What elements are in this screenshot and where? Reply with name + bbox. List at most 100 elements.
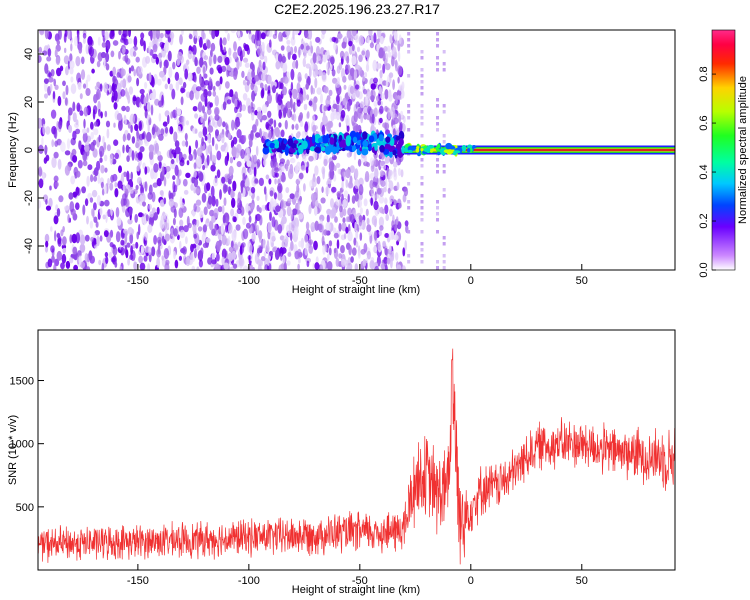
noise-speck (354, 192, 359, 202)
noise-speck (369, 233, 373, 244)
echo-speck (420, 148, 424, 152)
noise-speck (152, 182, 158, 188)
noise-speck (123, 171, 127, 178)
noise-speck (131, 228, 135, 235)
noise-speck (172, 217, 176, 226)
noise-speck (156, 248, 162, 258)
noise-speck (335, 257, 340, 267)
noise-speck (207, 125, 214, 133)
noise-speck (221, 65, 227, 73)
noise-speck (436, 206, 440, 210)
noise-speck (305, 83, 309, 90)
noise-speck (139, 38, 144, 47)
noise-speck (312, 124, 317, 133)
noise-speck (57, 95, 62, 107)
noise-speck (272, 85, 276, 94)
noise-speck (387, 51, 392, 58)
noise-speck (329, 37, 333, 43)
noise-speck (363, 161, 369, 167)
noise-speck (341, 180, 344, 190)
y-tick-label: 1500 (10, 376, 34, 388)
noise-speck (135, 184, 139, 190)
noise-speck (125, 144, 130, 153)
noise-speck (72, 112, 77, 123)
noise-speck (43, 78, 49, 84)
noise-speck (54, 230, 57, 242)
spectrogram-y-axis-label: Frequency (Hz) (7, 112, 19, 188)
noise-speck (74, 36, 78, 47)
noise-speck (299, 112, 303, 121)
noise-speck (232, 263, 238, 269)
noise-speck (156, 206, 160, 215)
echo-speck (378, 134, 384, 142)
noise-speck (260, 32, 266, 40)
noise-speck (173, 131, 177, 143)
noise-speck (240, 243, 245, 254)
noise-speck (70, 43, 73, 52)
noise-speck (138, 212, 144, 218)
noise-speck (68, 192, 74, 200)
noise-speck (379, 206, 384, 214)
noise-speck (227, 132, 231, 140)
noise-speck (207, 144, 213, 155)
noise-speck (442, 164, 446, 168)
noise-speck (273, 167, 280, 173)
noise-speck (102, 214, 106, 220)
noise-speck (321, 30, 327, 35)
noise-speck (179, 196, 183, 207)
noise-speck (399, 121, 403, 131)
noise-speck (233, 71, 238, 80)
noise-speck (187, 50, 193, 60)
noise-speck (53, 151, 59, 159)
noise-speck (234, 98, 238, 108)
noise-speck (71, 148, 77, 156)
x-tick-label: 50 (576, 275, 588, 287)
noise-speck (353, 69, 357, 80)
noise-speck (139, 146, 145, 153)
noise-speck (146, 131, 152, 142)
noise-speck (385, 63, 391, 71)
noise-speck (303, 103, 308, 111)
noise-speck (146, 101, 151, 112)
noise-speck (347, 193, 350, 203)
spectrogram-y-ticks: -40 -20 0 20 40 (23, 48, 44, 254)
noise-speck (97, 36, 101, 46)
noise-speck (212, 178, 219, 187)
noise-speck (189, 90, 194, 101)
noise-speck (129, 232, 134, 244)
noise-speck (420, 92, 424, 96)
noise-speck (442, 104, 446, 108)
echo-speck (321, 142, 325, 147)
echo-speck (440, 148, 447, 156)
noise-speck (231, 119, 235, 131)
noise-speck (146, 114, 151, 120)
noise-speck (317, 223, 323, 231)
noise-speck (181, 30, 184, 36)
noise-speck (250, 186, 256, 194)
noise-speck (51, 139, 55, 148)
noise-speck (404, 240, 408, 251)
noise-speck (200, 115, 204, 124)
noise-speck (257, 46, 263, 57)
noise-speck (181, 157, 185, 163)
noise-speck (335, 162, 341, 168)
echo-speck (262, 146, 270, 155)
noise-speck (230, 30, 236, 34)
noise-speck (436, 98, 440, 102)
noise-speck (377, 240, 381, 251)
noise-speck (286, 205, 292, 217)
noise-speck (209, 220, 214, 231)
echo-speck (467, 148, 471, 153)
noise-speck (312, 101, 317, 112)
noise-speck (389, 195, 395, 203)
noise-speck (296, 99, 301, 107)
noise-speck (367, 35, 370, 44)
noise-speck (82, 150, 88, 162)
noise-speck (202, 66, 206, 76)
noise-speck (175, 153, 179, 163)
noise-speck (75, 128, 81, 135)
noise-speck (343, 84, 347, 90)
noise-speck (62, 247, 67, 254)
noise-speck (169, 34, 174, 46)
noise-speck (104, 199, 110, 207)
